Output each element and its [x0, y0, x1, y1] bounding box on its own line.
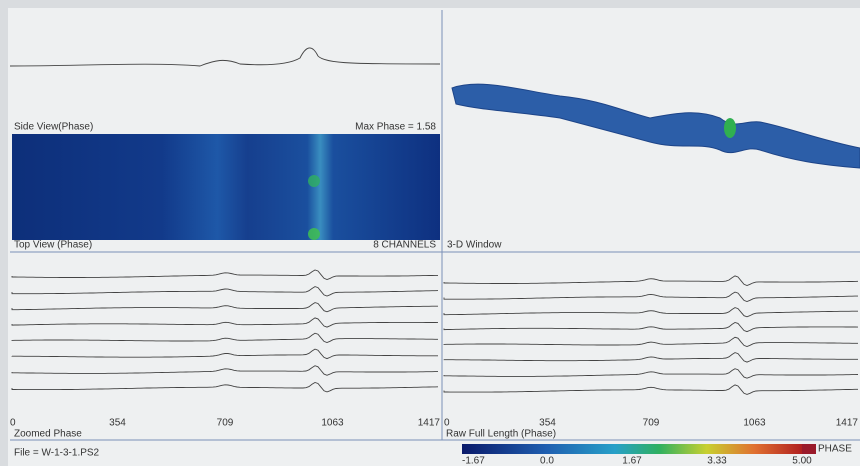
axis-tick-label: 1063 [743, 418, 766, 429]
top-view-label: Top View (Phase) [14, 240, 92, 251]
side-view-label: Side View(Phase) [14, 122, 93, 133]
heatmap [12, 134, 440, 240]
hotspot [308, 228, 320, 240]
screen: Side View(Phase) Max Phase = 1.58 Top Vi… [0, 0, 860, 466]
channels-label: 8 CHANNELS [373, 240, 436, 251]
three-d-label: 3-D Window [447, 240, 502, 251]
hotspot [724, 118, 736, 138]
max-phase: Max Phase = 1.58 [355, 122, 436, 133]
colorbar-end [802, 444, 816, 454]
raw-label: Raw Full Length (Phase) [446, 429, 556, 440]
zoomed-label: Zoomed Phase [14, 429, 82, 440]
axis-tick-label: 354 [539, 418, 556, 429]
colorbar-tick: 0.0 [540, 456, 554, 466]
axis-tick-label: 1417 [418, 418, 441, 429]
top-view-panel: Top View (Phase) 8 CHANNELS [12, 134, 440, 251]
colorbar-tick: -1.67 [462, 456, 485, 466]
file-label: File = W-1-3-1.PS2 [14, 448, 100, 459]
axis-tick-label: 0 [10, 418, 16, 429]
axis-tick-label: 1417 [836, 418, 859, 429]
colorbar-tick: 1.67 [622, 456, 642, 466]
hotspot [308, 175, 320, 187]
colorbar-tick: 3.33 [707, 456, 727, 466]
colorbar-title: PHASE [818, 444, 852, 455]
axis-tick-label: 709 [643, 418, 660, 429]
axis-tick-label: 0 [444, 418, 450, 429]
axis-tick-label: 709 [217, 418, 234, 429]
axis-tick-label: 354 [109, 418, 126, 429]
colorbar-tick: 5.00 [792, 456, 812, 466]
colorbar [462, 444, 802, 454]
axis-tick-label: 1063 [321, 418, 344, 429]
